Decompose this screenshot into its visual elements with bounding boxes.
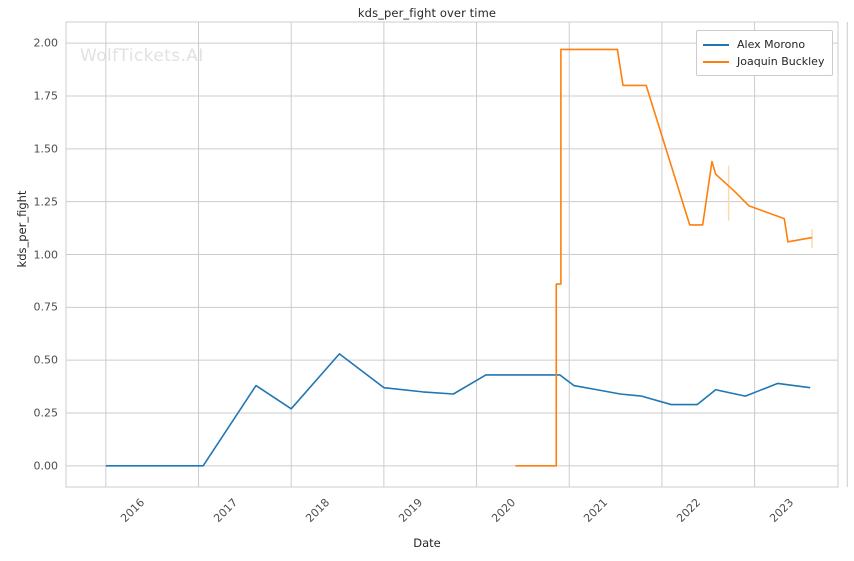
legend-item[interactable]: Joaquin Buckley (703, 53, 824, 70)
legend-item-label: Joaquin Buckley (737, 55, 825, 68)
legend-color-swatch (703, 60, 729, 63)
y-tick-label: 0.50 (33, 353, 59, 367)
legend-color-swatch (703, 43, 729, 46)
y-tick-label: 2.00 (33, 36, 59, 50)
y-tick-label: 1.50 (33, 142, 59, 156)
y-tick-label: 0.75 (33, 300, 59, 314)
chart-legend: Alex Morono Joaquin Buckley (696, 30, 834, 76)
legend-item-label: Alex Morono (737, 38, 806, 51)
legend-item[interactable]: Alex Morono (703, 36, 824, 53)
y-tick-label: 1.75 (33, 89, 59, 103)
y-axis-tick-labels: 0.00 0.25 0.50 0.75 1.00 1.25 1.50 1.75 2.00 (8, 0, 59, 561)
y-tick-label: 1.25 (33, 195, 59, 209)
series-line (515, 48, 813, 467)
x-axis-label: Date (413, 536, 441, 550)
series-line (105, 353, 811, 467)
chart-title: kds_per_fight over time (357, 6, 497, 20)
y-tick-label: 1.00 (33, 248, 59, 261)
y-tick-label: 0.00 (33, 459, 59, 473)
watermark-text: WolfTickets.AI (80, 46, 204, 66)
y-tick-label: 0.25 (33, 406, 59, 420)
